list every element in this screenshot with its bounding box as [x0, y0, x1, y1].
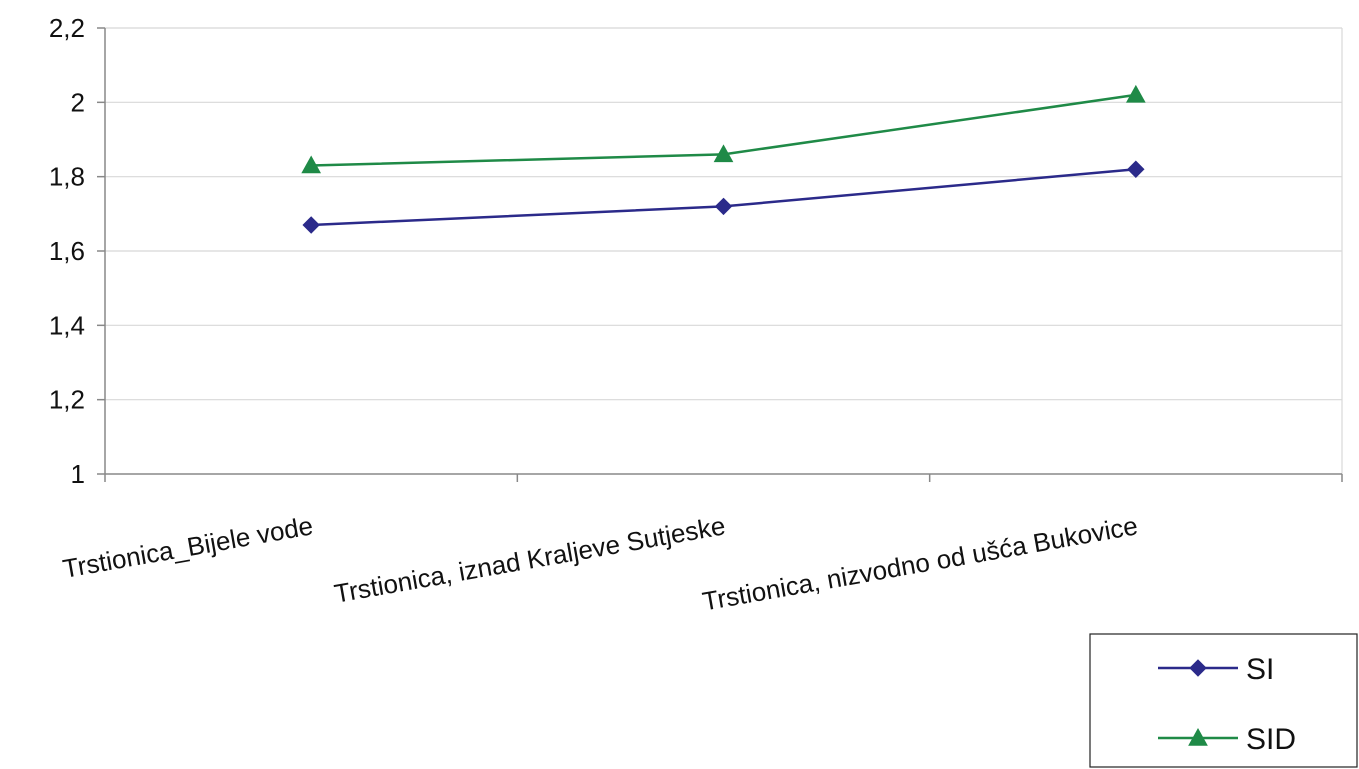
legend-marker-si — [1189, 659, 1207, 677]
data-point-si — [302, 216, 320, 234]
legend-label-sid: SID — [1246, 723, 1296, 756]
x-tick-labels: Trstionica_Bijele vode Trstionica, iznad … — [60, 510, 1139, 616]
series-line-si — [311, 167, 1136, 227]
y-tick-label: 1,8 — [49, 162, 85, 192]
legend: SI SID — [1089, 633, 1358, 768]
y-tick-labels: 1 1,2 1,4 1,6 1,8 2 2,2 — [49, 13, 85, 489]
data-point-si — [714, 197, 733, 216]
legend-marker-sid — [1188, 727, 1208, 746]
y-tick-label: 2,2 — [49, 13, 85, 43]
data-point-sid — [301, 155, 322, 174]
y-tick-label: 1,2 — [49, 385, 85, 415]
x-tick-label: Trstionica_Bijele vode — [60, 510, 315, 584]
series-layer — [301, 84, 1146, 234]
data-point-sid — [1125, 84, 1146, 103]
x-tick-label: Trstionica, nizvodno od ušća Bukovice — [700, 510, 1140, 616]
axes — [97, 27, 1343, 482]
y-tick-label: 2 — [71, 87, 85, 117]
y-tick-label: 1 — [71, 459, 85, 489]
grid-lines — [105, 27, 1343, 474]
y-tick-label: 1,6 — [49, 236, 85, 266]
legend-label-si: SI — [1246, 653, 1274, 686]
y-tick-label: 1,4 — [49, 310, 85, 340]
legend-box — [1089, 633, 1358, 768]
data-point-si — [1127, 160, 1145, 178]
data-point-sid — [713, 144, 734, 163]
x-tick-label: Trstionica, iznad Kraljeve Sutjeske — [332, 510, 728, 608]
